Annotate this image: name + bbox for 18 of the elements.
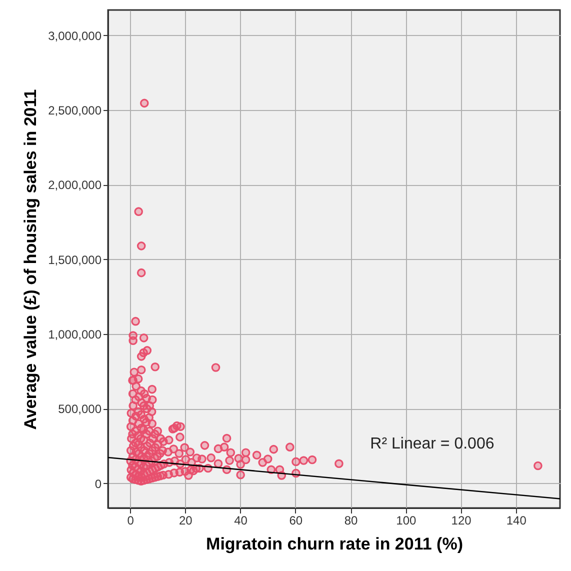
x-tick-label: 20 (178, 514, 193, 528)
y-tick-label: 0 (94, 476, 102, 491)
y-tick-label: 500,000 (58, 402, 102, 416)
y-tick-label: 3,000,000 (48, 28, 102, 43)
y-tick-label: 1,000,000 (48, 328, 102, 342)
x-tick-label: 0 (127, 514, 134, 528)
annotation: R² Linear = 0.006 (370, 435, 494, 452)
y-axis-title: Average value (£) of housing sales in 2011 (21, 89, 40, 430)
x-axis-title: Migratoin churn rate in 2011 (%) (206, 534, 463, 554)
x-tick-label: 80 (344, 514, 358, 528)
y-tick-label: 2,500,000 (48, 104, 102, 118)
y-tick-label: 1,500,000 (48, 252, 102, 267)
x-tick-label: 60 (289, 514, 303, 528)
x-tick-label: 140 (506, 514, 527, 528)
x-tick-label: 40 (234, 514, 248, 528)
x-tick-label: 100 (396, 514, 416, 528)
y-tick-label: 2,000,000 (48, 178, 102, 192)
x-tick-label: 120 (451, 514, 472, 528)
